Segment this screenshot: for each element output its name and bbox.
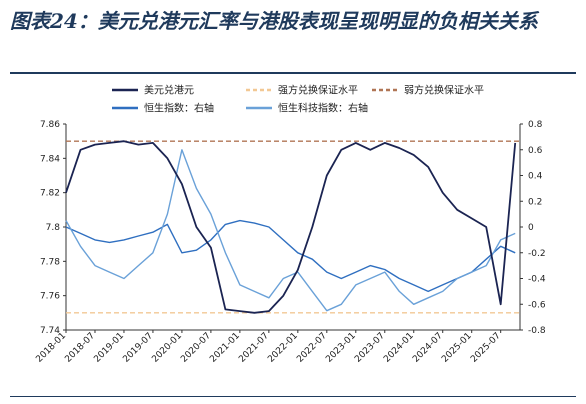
x-tick-label: 2021-07 [237, 331, 271, 365]
right-axis-ticks: 0.8 0.6 0.4 0.2 0 -0.2 -0.4 -0.6 -0.8 [520, 120, 546, 336]
legend-label: 恒生科技指数：右轴 [278, 102, 368, 115]
title-divider [10, 72, 576, 74]
left-tick-label: 7.84 [40, 154, 60, 164]
x-tick-label: 2020-07 [179, 331, 213, 365]
x-tick-label: 2022-07 [295, 331, 329, 365]
legend-label: 强方兑换保证水平 [278, 84, 358, 97]
x-tick-label: 2025-07 [469, 331, 503, 365]
x-tick-label: 2019-01 [92, 331, 126, 365]
right-tick-label: 0 [528, 223, 534, 233]
x-tick-label: 2021-01 [208, 331, 242, 365]
left-tick-label: 7.76 [40, 292, 60, 302]
legend-label: 恒生指数：右轴 [144, 102, 214, 115]
left-tick-label: 7.78 [40, 257, 60, 267]
x-axis-ticks: 2018-012018-072019-012019-072020-012020-… [34, 330, 503, 365]
left-tick-label: 7.8 [46, 223, 61, 233]
left-tick-label: 7.86 [40, 120, 60, 130]
x-tick-label: 2022-01 [266, 331, 300, 365]
x-tick-label: 2023-07 [353, 331, 387, 365]
right-tick-label: -0.2 [528, 249, 546, 259]
legend-label: 美元兑港元 [144, 84, 194, 97]
footer-divider [10, 396, 576, 397]
x-tick-label: 2023-01 [324, 331, 358, 365]
right-tick-label: -0.6 [528, 300, 546, 310]
x-tick-label: 2019-07 [121, 331, 155, 365]
right-tick-label: -0.8 [528, 326, 546, 336]
plot-area [65, 124, 521, 331]
right-tick-label: -0.4 [528, 275, 546, 285]
x-tick-label: 2018-07 [63, 331, 97, 365]
reference-lines [66, 140, 520, 314]
right-tick-label: 0.4 [528, 172, 543, 182]
left-tick-label: 7.82 [40, 189, 60, 199]
x-tick-label: 2024-01 [382, 331, 416, 365]
series-line [65, 149, 516, 312]
left-tick-label: 7.74 [40, 326, 60, 336]
right-tick-label: 0.2 [528, 197, 542, 207]
x-tick-label: 2024-07 [411, 331, 445, 365]
left-axis-ticks: 7.86 7.84 7.82 7.8 7.78 7.76 7.74 [40, 120, 66, 336]
right-tick-label: 0.6 [528, 146, 543, 156]
legend-label: 弱方兑换保证水平 [404, 84, 484, 97]
series-lines [65, 140, 517, 314]
series-line [65, 140, 517, 314]
chart-title: 图表24：美元兑港元汇率与港股表现呈现明显的负相关关系 [10, 9, 538, 33]
x-tick-label: 2025-01 [440, 331, 474, 365]
x-tick-label: 2018-01 [34, 331, 68, 365]
series-line [65, 219, 516, 293]
x-tick-label: 2020-01 [150, 331, 184, 365]
right-tick-label: 0.8 [528, 120, 543, 130]
